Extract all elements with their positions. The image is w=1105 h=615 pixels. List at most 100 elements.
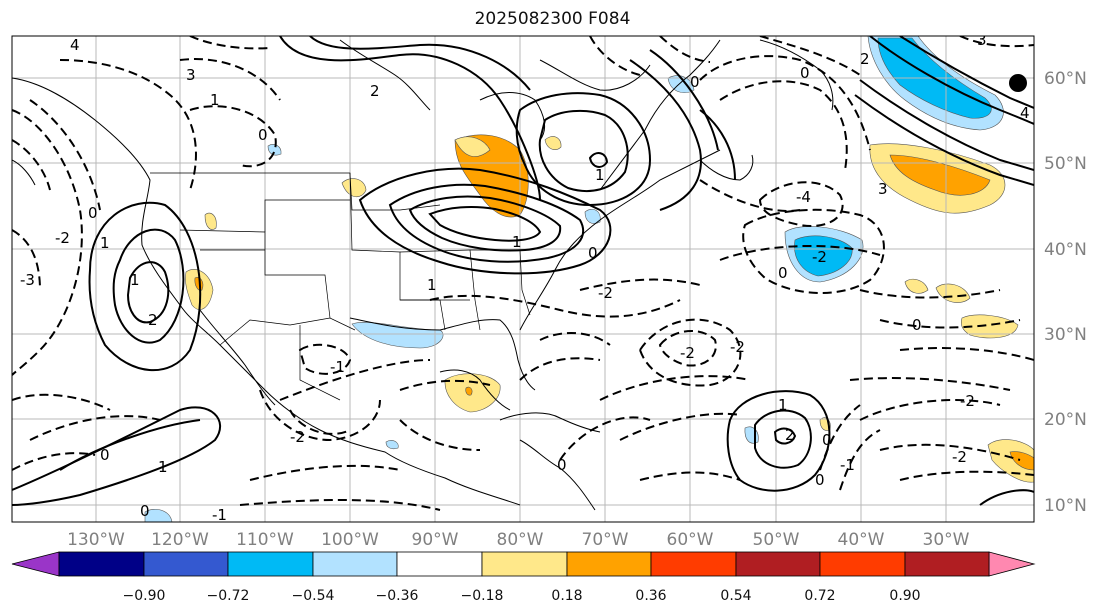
contour-label: 3: [878, 180, 888, 198]
lon-label: 30°W: [923, 530, 970, 550]
colorbar-tick-label: 0.54: [720, 588, 751, 604]
lat-label: 30°N: [1044, 325, 1087, 345]
lon-label: 130°W: [67, 530, 125, 550]
fill-negative-sw: [144, 509, 173, 522]
contour-label: 0: [778, 264, 788, 282]
colorbar-tick-label: −0.18: [461, 588, 504, 604]
contour-label: 0: [140, 502, 150, 520]
colorbar-bin: [650, 551, 737, 577]
contour-label: 0: [258, 126, 268, 144]
contour-label: 0: [690, 73, 700, 91]
lon-label: 60°W: [667, 530, 714, 550]
contour-label: -2: [598, 284, 613, 302]
black-dot-marker: [1009, 74, 1027, 92]
lon-label: 110°W: [236, 530, 294, 550]
fill-positive-se: [987, 439, 1034, 483]
colorbar-extend-left: [11, 551, 60, 577]
contour-label: 3: [186, 66, 196, 84]
contour-label: 1: [210, 91, 220, 109]
contour-label: 1: [158, 458, 168, 476]
lon-label: 120°W: [151, 530, 209, 550]
contour-label: 0: [557, 456, 567, 474]
contour-label: -2: [960, 392, 975, 410]
colorbar-bin: [735, 551, 821, 577]
colorbar-bin: [58, 551, 145, 577]
fill-positive-se-core: [1009, 451, 1034, 471]
lat-label: 60°N: [1044, 69, 1087, 89]
colorbar: [11, 551, 1036, 577]
lon-axis: 130°W 120°W 110°W 100°W 90°W 80°W 70°W 6…: [67, 530, 970, 550]
lat-label: 40°N: [1044, 240, 1087, 260]
contour-label: -2: [812, 248, 827, 266]
colorbar-bin: [312, 551, 398, 577]
fill-negative-gulfcoast: [351, 322, 444, 349]
fill-negative-n3: [584, 209, 601, 224]
contour-label: 4: [1020, 104, 1030, 122]
contour-label: -2: [730, 338, 745, 356]
contours-dashed: [12, 36, 1034, 511]
contour-label: 0: [588, 244, 598, 262]
contour-label: 1: [778, 396, 788, 414]
colorbar-bin: [819, 551, 906, 577]
colorbar-extend-right: [988, 551, 1036, 577]
contour-label: -2: [55, 229, 70, 247]
contour-label: 2: [785, 426, 795, 444]
map-title: 2025082300 F084: [474, 9, 631, 29]
lat-label: 10°N: [1044, 496, 1087, 516]
contour-label: 1: [100, 234, 110, 252]
colorbar-bin: [227, 551, 314, 577]
fill-positive-atlantic-band-core: [889, 154, 991, 196]
colorbar-tick-label: −0.90: [123, 588, 166, 604]
fill-positive-gulf-core: [465, 386, 473, 396]
fill-negative-n2: [267, 144, 282, 156]
contour-label: 0: [88, 204, 98, 222]
colorbar-tick-label: −0.54: [292, 588, 335, 604]
contour-label: 0: [815, 471, 825, 489]
colorbar-upper-bins: [819, 551, 990, 577]
contour-label: 2: [148, 311, 158, 329]
contour-label: 0: [800, 64, 810, 82]
contour-label: 1: [427, 276, 437, 294]
colorbar-bin: [396, 551, 483, 577]
contours-positive: [12, 36, 1034, 506]
fill-positive-e1: [904, 278, 929, 294]
colorbar-tick-label: 0.18: [551, 588, 582, 604]
contour-label: 2: [860, 50, 870, 68]
contour-label: -4: [796, 188, 811, 206]
colorbar-tick-label: 0.90: [889, 588, 920, 604]
contour-label: 0: [912, 316, 922, 334]
contour-label: 2: [370, 82, 380, 100]
fill-positive-greatlakes-edge: [454, 136, 491, 157]
colorbar-ticks: −0.90 −0.72 −0.54 −0.36 −0.18 0.18 0.36 …: [123, 588, 921, 604]
contour-label: 3: [977, 31, 987, 49]
fill-positive-e3: [960, 314, 1019, 339]
contour-label: 1: [512, 233, 522, 251]
colorbar-tick-label: 0.72: [804, 588, 835, 604]
contour-label: 0: [100, 446, 110, 464]
lon-label: 80°W: [497, 530, 544, 550]
fill-positive-west: [204, 212, 217, 230]
colorbar-bin: [904, 551, 990, 577]
colorbar-bin: [566, 551, 652, 577]
coastlines: [12, 39, 834, 511]
lat-label: 20°N: [1044, 410, 1087, 430]
lon-label: 50°W: [753, 530, 800, 550]
contour-label: 0: [822, 431, 832, 449]
contour-label: -1: [330, 358, 345, 376]
contour-label: -1: [840, 456, 855, 474]
lon-label: 100°W: [321, 530, 379, 550]
colorbar-tick-label: −0.72: [207, 588, 250, 604]
contour-labels: 3 2 0 1 -2 -3 0 1 2 1 0 1 -2 -1 1 1 -2 -…: [20, 31, 1030, 522]
fill-positive-small2: [544, 136, 562, 150]
colorbar-bin: [143, 551, 229, 577]
plot-area: [12, 36, 1034, 522]
fill-negative-caribbean: [385, 440, 399, 450]
plot-frame: [11, 35, 1035, 523]
lon-label: 70°W: [582, 530, 629, 550]
lon-label: 40°W: [838, 530, 885, 550]
contour-label: -2: [290, 428, 305, 446]
contour-label: 4: [70, 36, 80, 54]
contour-label: -3: [20, 271, 35, 289]
contour-label: -2: [952, 448, 967, 466]
